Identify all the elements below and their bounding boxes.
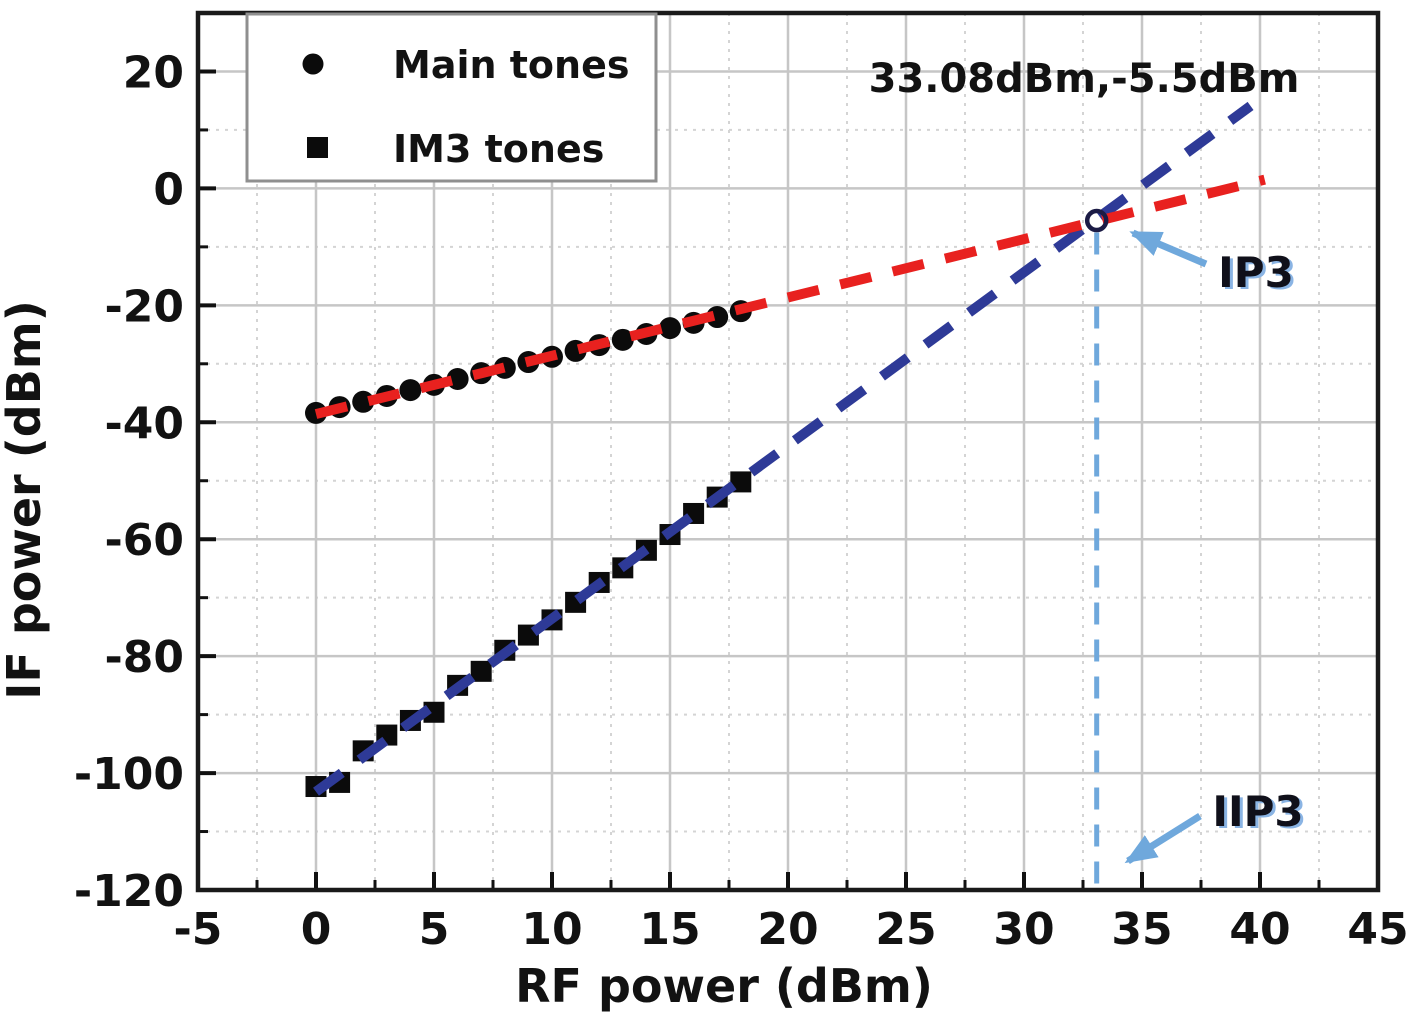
- x-tick-label: 45: [1347, 904, 1408, 955]
- iip3-label: IIP3: [1212, 787, 1303, 836]
- legend-im3-tones-label: IM3 tones: [393, 127, 604, 171]
- circle-marker-icon: [302, 53, 324, 75]
- im3-tones-point: [470, 660, 492, 682]
- y-tick-label: 0: [153, 164, 184, 215]
- iip3-label-shadow: IIP3: [1215, 789, 1306, 838]
- x-tick-label: 40: [1229, 904, 1290, 955]
- data-layer: [305, 101, 1266, 798]
- iip3-arrow: [1124, 813, 1202, 864]
- y-tick-label: 20: [123, 47, 184, 98]
- ip3-intersection-marker: [1084, 208, 1109, 233]
- legend-main-tones-label: Main tones: [393, 43, 629, 87]
- x-tick-label: -5: [174, 904, 223, 955]
- x-tick-label: 35: [1111, 904, 1172, 955]
- tick-layer: [198, 69, 1321, 890]
- x-tick-label: 30: [993, 904, 1054, 955]
- ip3-label: IP3: [1218, 248, 1294, 297]
- ip3-coordinates-label: 33.08dBm,-5.5dBm: [869, 56, 1300, 102]
- x-tick-label: 5: [419, 904, 450, 955]
- main-tones-point: [399, 379, 422, 402]
- y-tick-label: -40: [105, 398, 185, 449]
- main-tones-point: [611, 328, 634, 351]
- y-tick-label: -60: [105, 515, 185, 566]
- ip3-arrow: [1129, 229, 1208, 268]
- y-tick-label: -80: [105, 632, 185, 683]
- im3-tones-fit-line: [313, 101, 1254, 796]
- x-tick-label: 10: [521, 904, 582, 955]
- plot-frame: [195, 10, 1381, 893]
- x-tick-label: 20: [757, 904, 818, 955]
- legend: Main tones IM3 tones: [245, 12, 658, 183]
- y-tick-label: -100: [74, 749, 184, 800]
- y-tick-label: -120: [74, 866, 184, 917]
- main-tones-point: [659, 317, 681, 340]
- tick-label-layer: -5 0 5 10 15 20 25 30 35 40 45 20 0 -20 -40 -60 -80 -100 -…: [74, 47, 1408, 955]
- x-tick-label: 15: [639, 904, 700, 955]
- y-axis-title: IF power (dBm): [0, 300, 51, 699]
- im3-tones-point: [730, 471, 752, 493]
- x-tick-label: 0: [301, 904, 332, 955]
- y-tick-label: -20: [105, 281, 185, 332]
- ip3-label-shadow: IP3: [1221, 250, 1297, 299]
- im3-tones-point: [423, 701, 445, 723]
- x-axis-title: RF power (dBm): [515, 959, 933, 1013]
- x-tick-label: 25: [875, 904, 936, 955]
- square-marker-icon: [307, 137, 328, 158]
- main-tones-fit-line: [314, 174, 1266, 419]
